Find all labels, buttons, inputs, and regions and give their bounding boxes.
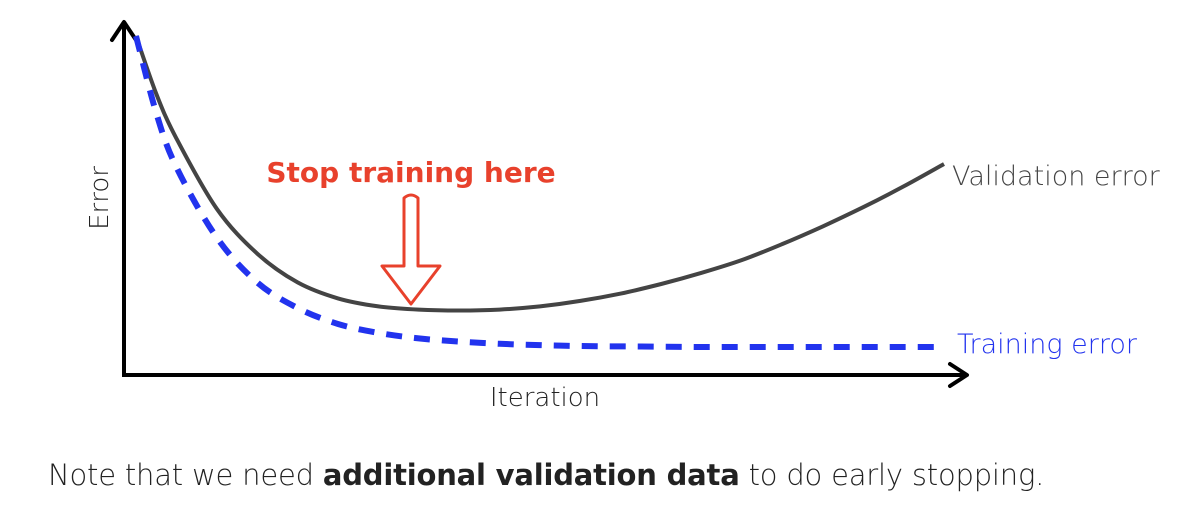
y-axis-label: Error [85,166,115,230]
note-after: to do early stopping. [739,458,1045,492]
x-axis-arrowhead [948,362,969,388]
validation-error-label: Validation error [952,161,1161,192]
training-error-line [133,35,944,351]
note-before: Note that we need [48,458,323,492]
training-error-label: Training error [957,329,1138,360]
y-axis-arrowhead [110,20,138,42]
note-text: Note that we need additional validation … [48,458,1044,492]
x-axis-label: Iteration [490,383,600,413]
stop-training-annotation: Stop training here [266,156,555,189]
validation-error-line [134,35,945,313]
stop-training-arrow-icon [380,193,442,306]
note-bold: additional validation data [322,458,740,492]
early-stopping-chart: Iteration Error Validation error Trainin… [85,20,1161,413]
